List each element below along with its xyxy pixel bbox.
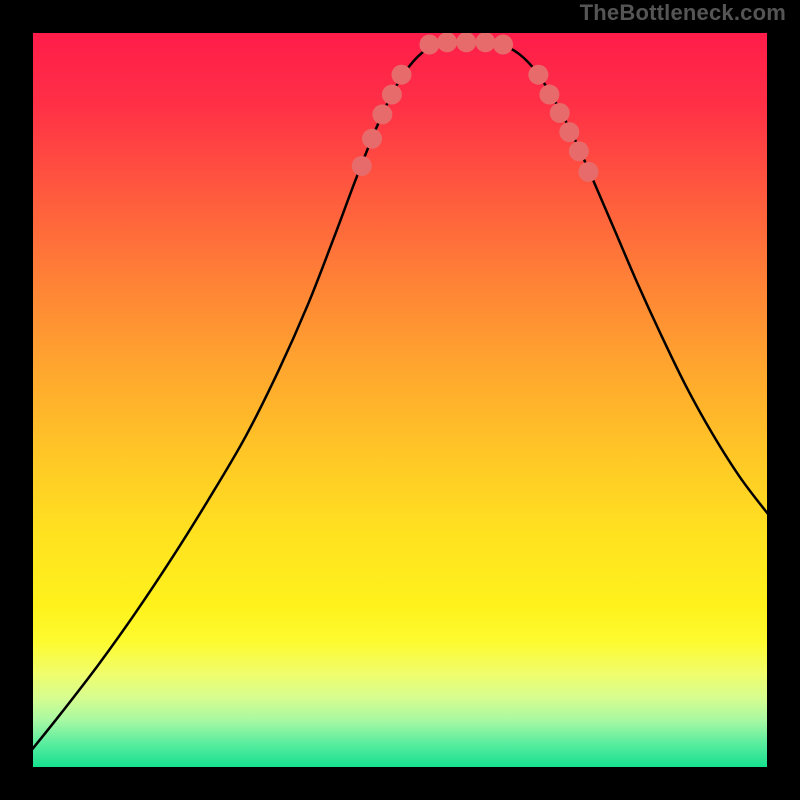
scatter-marker (352, 156, 372, 176)
scatter-marker (456, 32, 476, 52)
scatter-marker (559, 122, 579, 142)
scatter-marker (419, 35, 439, 55)
stage: TheBottleneck.com (0, 0, 800, 800)
plot-background (32, 32, 768, 768)
watermark-text: TheBottleneck.com (580, 0, 786, 26)
scatter-marker (539, 85, 559, 105)
scatter-marker (493, 35, 513, 55)
scatter-marker (362, 129, 382, 149)
bottleneck-chart (0, 0, 800, 800)
scatter-marker (372, 104, 392, 124)
scatter-marker (391, 65, 411, 85)
scatter-marker (569, 141, 589, 161)
scatter-marker (437, 32, 457, 52)
scatter-marker (475, 32, 495, 52)
scatter-marker (578, 162, 598, 182)
scatter-marker (550, 103, 570, 123)
scatter-marker (528, 65, 548, 85)
scatter-marker (382, 85, 402, 105)
